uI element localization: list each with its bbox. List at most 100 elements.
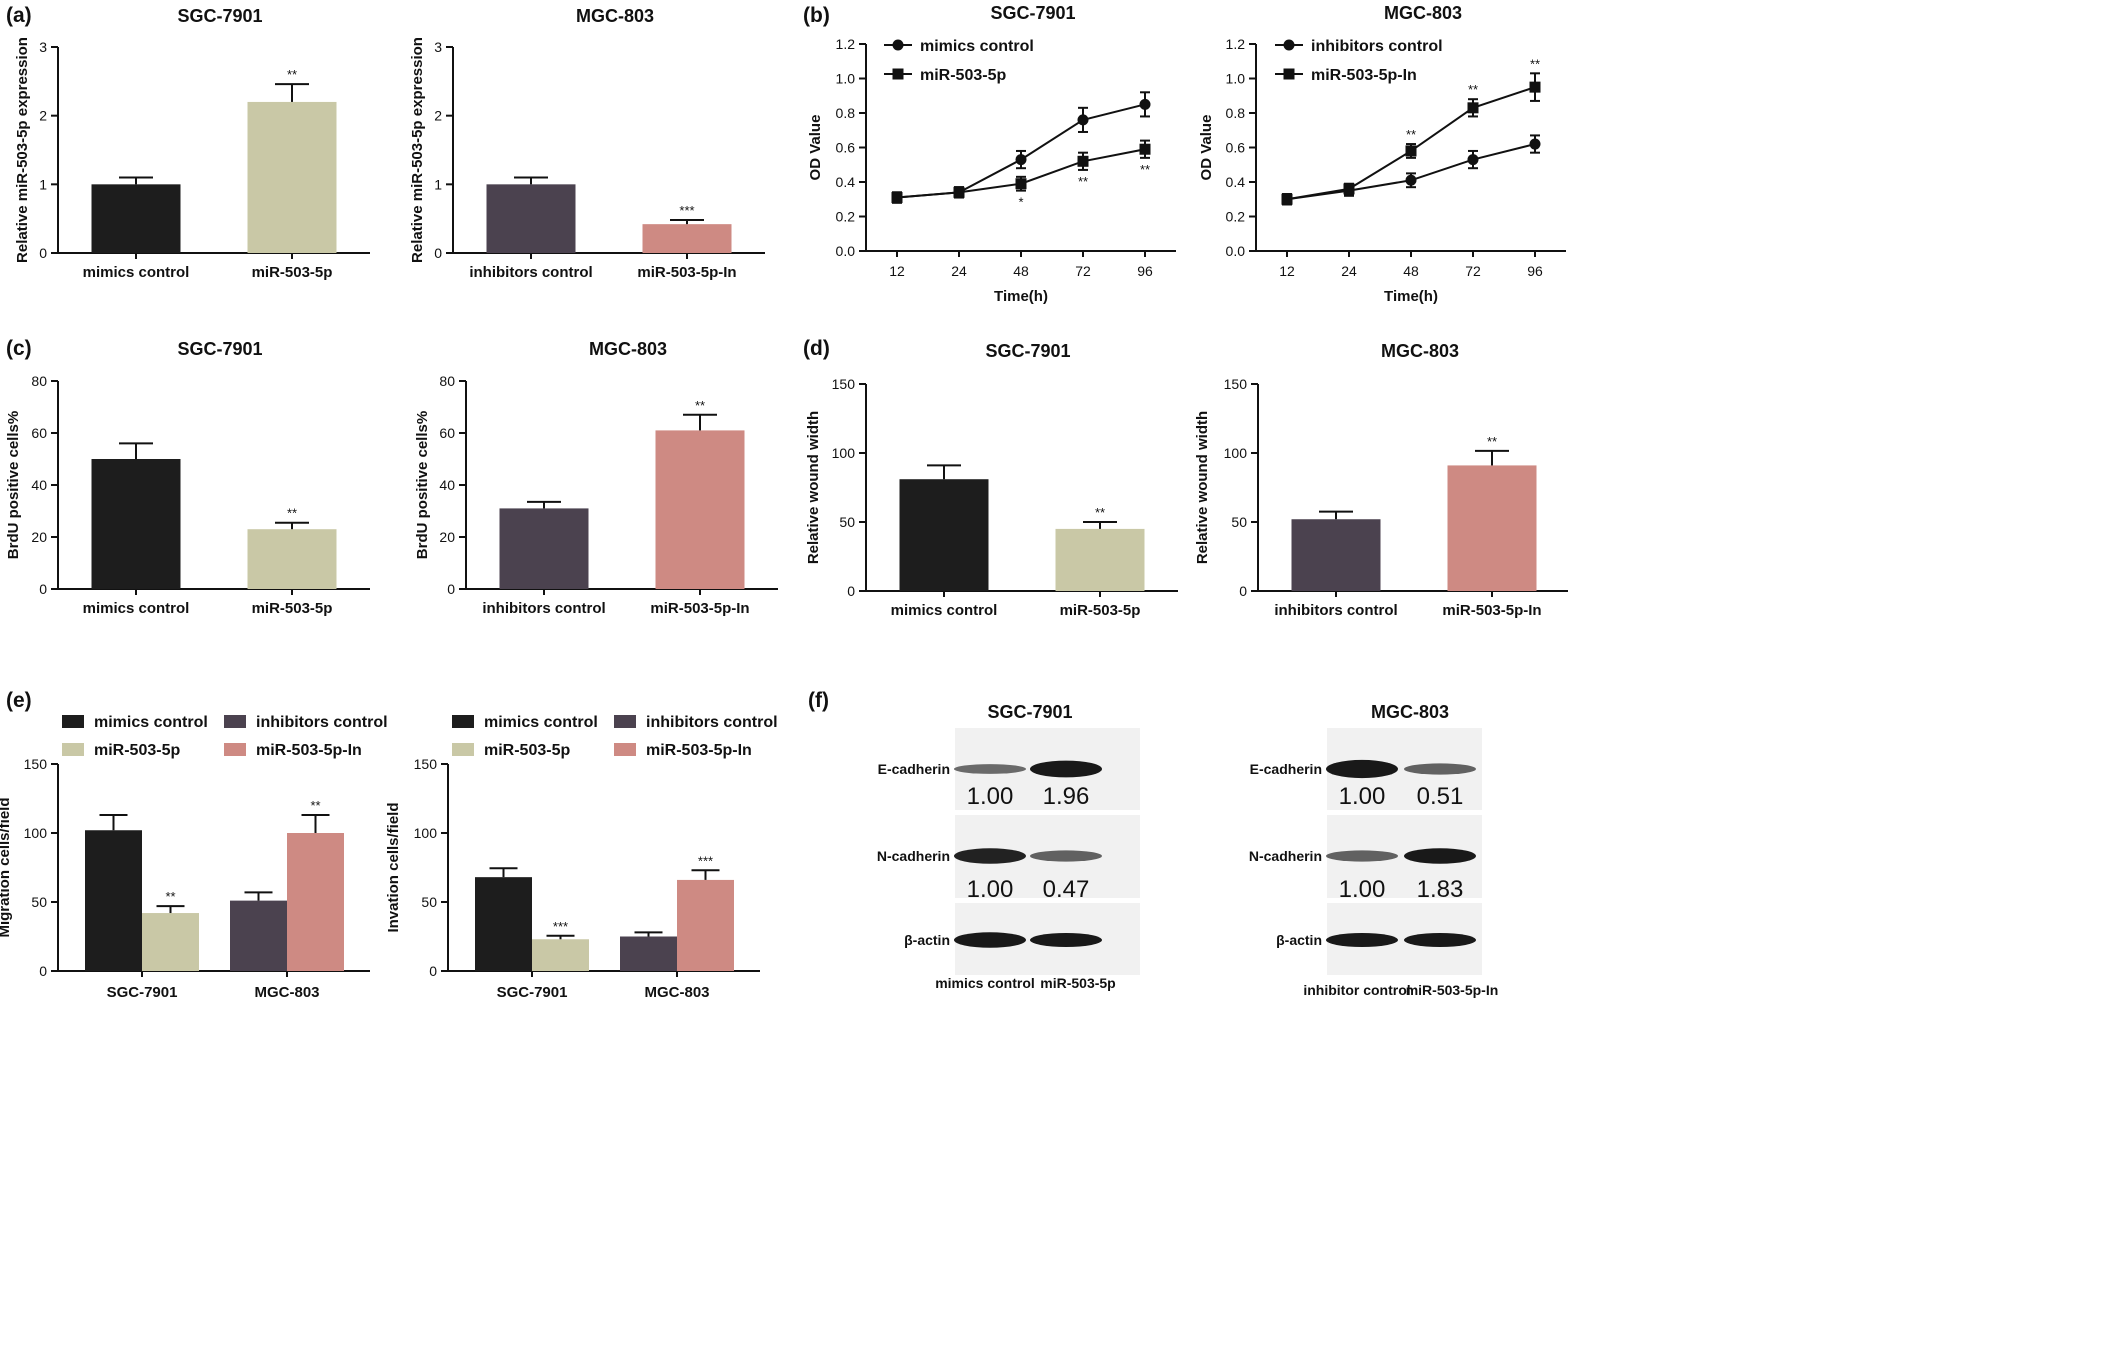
chart-b1-legend-marker [892,68,904,80]
chart-b1-y-axis-label: OD Value [807,115,824,181]
chart-e2-legend-label: miR-503-5p [484,742,570,759]
chart-c2-x-tick-label: inhibitors control [482,600,605,617]
chart-b1-point [953,186,965,198]
chart-b1-y-tick-label: 0.4 [836,174,856,190]
chart-d2-y-tick-label: 100 [1224,445,1248,461]
chart-b2-point [1405,174,1417,186]
chart-b2-x-tick-label: 24 [1341,263,1357,279]
chart-d2-x-tick-label: inhibitors control [1274,602,1397,619]
chart-c1-title: SGC-7901 [177,339,262,359]
blot-f2-lane-label: inhibitor control [1303,982,1410,998]
blot-f1-band [954,932,1026,948]
blot-f2-title: MGC-803 [1371,702,1449,722]
chart-c2-y-axis-label: BrdU positive cells% [414,411,431,559]
chart-b1-point [1139,98,1151,110]
chart-b2-point [1467,102,1479,114]
chart-d2-y-tick-label: 150 [1224,376,1248,392]
chart-c2-bar [499,508,589,589]
chart-e1-y-tick-label: 100 [24,825,48,841]
chart-b2-y-tick-label: 0.8 [1226,105,1246,121]
chart-a2-bar [486,184,576,253]
chart-e2-y-tick-label: 50 [421,894,437,910]
chart-d1-bar [899,479,989,591]
chart-e1-legend-label: inhibitors control [256,714,388,731]
blot-f2-band [1326,933,1398,947]
chart-c1-significance: ** [287,506,297,521]
chart-a2-y-tick-label: 3 [434,39,442,55]
blot-f1-quant-value: 0.47 [1043,876,1090,903]
blot-f1-lane-label: miR-503-5p [1040,975,1115,991]
chart-b2: MGC-803 0.0 0.2 0.4 0.6 0.8 1.0 1.2 OD Value 12 24… [1198,3,1566,305]
chart-b1-point [891,192,903,204]
chart-a2-x-tick-label: inhibitors control [469,264,592,281]
blot-f2-row-label: β-actin [1276,932,1322,948]
chart-e1-significance: ** [310,798,320,813]
chart-a2-y-tick-label: 0 [434,245,442,261]
blot-f1-lane-label: mimics control [935,975,1035,991]
chart-e1-legend-swatch [224,715,246,728]
chart-a1-title: SGC-7901 [177,6,262,26]
chart-e2-legend-label: inhibitors control [646,714,778,731]
chart-b2-x-tick-label: 48 [1403,263,1419,279]
blot-f2-quant-value: 0.51 [1417,783,1464,810]
chart-b2-point [1405,145,1417,157]
chart-b1-y-tick-label: 1.0 [836,71,856,87]
chart-b1-point [1077,155,1089,167]
chart-b1-x-tick-label: 48 [1013,263,1029,279]
blot-f1: SGC-7901 E-cadherin 1.00 1.96 N-cadherin 1.00… [877,702,1140,991]
chart-e2-y-axis-label: Invation cells/field [385,802,402,932]
chart-b1-y-tick-label: 0.8 [836,105,856,121]
chart-b2-y-tick-label: 0.2 [1226,209,1246,225]
chart-b1-legend-label: mimics control [920,38,1034,55]
chart-b2-title: MGC-803 [1384,3,1462,23]
chart-d1-bar [1055,528,1145,591]
chart-e1-y-tick-label: 150 [24,756,48,772]
chart-b2-point [1281,193,1293,205]
chart-c2: MGC-803 0 20 40 60 80 BrdU positive cells% inhi… [414,339,778,617]
blot-f1-band [1030,850,1102,862]
chart-e2-significance: *** [698,853,713,868]
panel-label-e: (e) [6,689,32,712]
chart-b2-point [1467,154,1479,166]
chart-b2-significance: ** [1406,127,1416,142]
chart-d1-x-tick-label: mimics control [891,602,998,619]
chart-b2-x-tick-label: 12 [1279,263,1295,279]
chart-a2-bar [642,224,732,253]
blot-f2-quant-value: 1.00 [1339,783,1386,810]
chart-e2-y-tick-label: 0 [429,963,437,979]
chart-a2-y-tick-label: 2 [434,108,442,124]
blot-f1-row-label: β-actin [904,932,950,948]
blot-f2-band [1404,763,1476,775]
chart-b1-significance: ** [1140,162,1150,177]
chart-b1-x-axis-label: Time(h) [994,288,1048,305]
chart-e2-legend-swatch [614,743,636,756]
chart-d1-y-axis-label: Relative wound width [805,411,822,564]
chart-b1: SGC-7901 0.0 0.2 0.4 0.6 0.8 1.0 1.2 OD Value 12 2… [807,3,1176,305]
chart-d1: SGC-7901 0 50 100 150 Relative wound width mim… [805,341,1178,619]
blot-f1-quant-value: 1.00 [967,876,1014,903]
blot-f1-band [1030,933,1102,947]
chart-c1-y-tick-label: 40 [31,477,47,493]
blot-f1-quant-value: 1.00 [967,783,1014,810]
chart-b2-y-tick-label: 0.4 [1226,174,1246,190]
chart-c2-bar [655,430,745,589]
chart-a2-y-tick-label: 1 [434,176,442,192]
chart-c1: SGC-7901 0 20 40 60 80 BrdU positive cells% mim… [5,339,370,617]
chart-b2-y-tick-label: 1.0 [1226,71,1246,87]
chart-a1-y-tick-label: 0 [39,245,47,261]
chart-c2-y-tick-label: 0 [447,581,455,597]
blot-f1-row-label: E-cadherin [878,761,950,777]
chart-b1-significance: * [1018,195,1023,210]
chart-c2-title: MGC-803 [589,339,667,359]
panel-label-d: (d) [803,337,830,360]
panel-label-a: (a) [6,4,32,27]
chart-c1-y-axis-label: BrdU positive cells% [5,411,22,559]
chart-b2-legend-marker [1283,68,1295,80]
blot-f2-band [1404,848,1476,864]
chart-e1-y-tick-label: 0 [39,963,47,979]
chart-e1: 0 50 100 150 Migration cells/field mimics con… [0,714,388,1000]
chart-b2-legend-label: inhibitors control [1311,38,1443,55]
chart-b2-point [1529,81,1541,93]
chart-d1-y-tick-label: 50 [839,514,855,530]
chart-a1-x-tick-label: miR-503-5p [252,264,333,281]
